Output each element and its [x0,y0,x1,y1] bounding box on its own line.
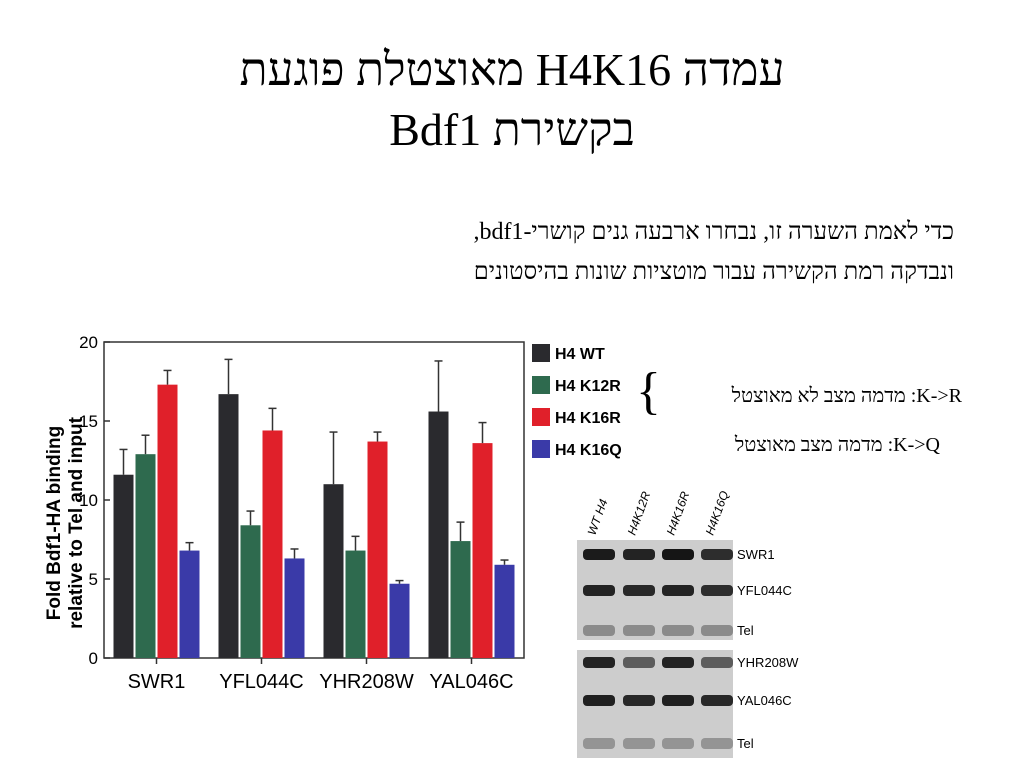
bar [323,484,344,658]
legend-label: H4 K16Q [555,442,622,459]
y-axis-label-line-1: Fold Bdf1-HA binding [44,426,65,621]
y-tick-label: 15 [79,412,98,431]
gel-lane-label: H4K16Q [703,489,732,537]
gel-band [623,549,655,560]
bar [113,474,134,658]
category-label: SWR1 [128,671,186,693]
y-axis-label-line-2: relative to Tel and input [66,416,87,629]
title-line-2: בקשירת Bdf1 [389,104,635,155]
gel-band [583,625,615,636]
gel-band [583,549,615,560]
bar [494,564,515,658]
legend-swatch [532,376,550,394]
bar [284,558,305,658]
gel-band [701,585,733,596]
gel-band [623,695,655,706]
y-tick-label: 20 [79,333,98,352]
bar [367,441,388,658]
gel-row-label: YHR208W [737,655,799,670]
note-k-to-q: K->Q: מדמה מצב מאוצטל [734,434,940,456]
bar [389,583,410,658]
body-line-1: כדי לאמת השערה זו, נבחרו ארבעה גנים קושר… [473,219,954,245]
gel-band [583,695,615,706]
bar [240,525,261,658]
gel-band [701,657,733,668]
gel-band [623,738,655,749]
slide-body-text: כדי לאמת השערה זו, נבחרו ארבעה גנים קושר… [194,212,954,292]
title-line-1: עמדה H4K16 מאוצטלת פוגעת [239,44,785,95]
category-label: YFL044C [219,671,304,693]
legend-label: H4 K12R [555,378,621,395]
bar [345,550,366,658]
bar [472,443,493,658]
note-k-to-r: K->R: מדמה מצב לא מאוצטל [731,385,962,407]
gel-band [623,625,655,636]
gel-band [701,695,733,706]
gel-band [623,657,655,668]
bar-chart-svg: Fold Bdf1-HA binding relative to Tel and… [44,333,622,693]
gel-band [662,585,694,596]
legend-swatch [532,344,550,362]
gel-band [662,549,694,560]
legend-swatch [532,408,550,426]
gel-band [662,657,694,668]
bar [157,384,178,658]
legend-label: H4 K16R [555,410,621,427]
gel-band [662,625,694,636]
bar [262,430,283,658]
brace-mark: { [636,363,661,420]
bar-chart: Fold Bdf1-HA binding relative to Tel and… [20,330,640,760]
y-tick-label: 5 [89,570,98,589]
y-tick-label: 0 [89,649,98,668]
bar [428,411,449,658]
gel-row-label: Tel [737,623,754,638]
category-label: YHR208W [319,671,414,693]
gel-band [701,738,733,749]
bar [179,550,200,658]
gel-band [662,738,694,749]
gel-band [583,585,615,596]
body-line-2: ונבדקה רמת הקשירה עבור מוטציות שונות בהי… [473,259,954,285]
bar [135,454,156,658]
gel-row-label: Tel [737,736,754,751]
legend-swatch [532,440,550,458]
bar [218,394,239,658]
slide-title: עמדה H4K16 מאוצטלת פוגעת בקשירת Bdf1 [0,40,1024,160]
gel-row-label: YFL044C [737,583,792,598]
y-tick-label: 10 [79,491,98,510]
gel-band [662,695,694,706]
bar [450,541,471,658]
gel-band [701,549,733,560]
legend-label: H4 WT [555,346,605,363]
gel-svg: WT H4 H4K12R H4K16R H4K16Q SWR1 YFL044C Tel YHR… [577,489,799,758]
gel-band [623,585,655,596]
gel-band [583,738,615,749]
gel-row-label: YAL046C [737,693,792,708]
category-label: YAL046C [429,671,513,693]
gel-lane-label: WT H4 [585,497,611,537]
gel-lane-label: H4K16R [664,489,693,537]
gel-image: WT H4 H4K12R H4K16R H4K16Q SWR1 YFL044C Tel YHR… [575,478,815,760]
gel-band [583,657,615,668]
gel-lane-label: H4K12R [625,489,654,537]
gel-row-label: SWR1 [737,547,775,562]
gel-band [701,625,733,636]
